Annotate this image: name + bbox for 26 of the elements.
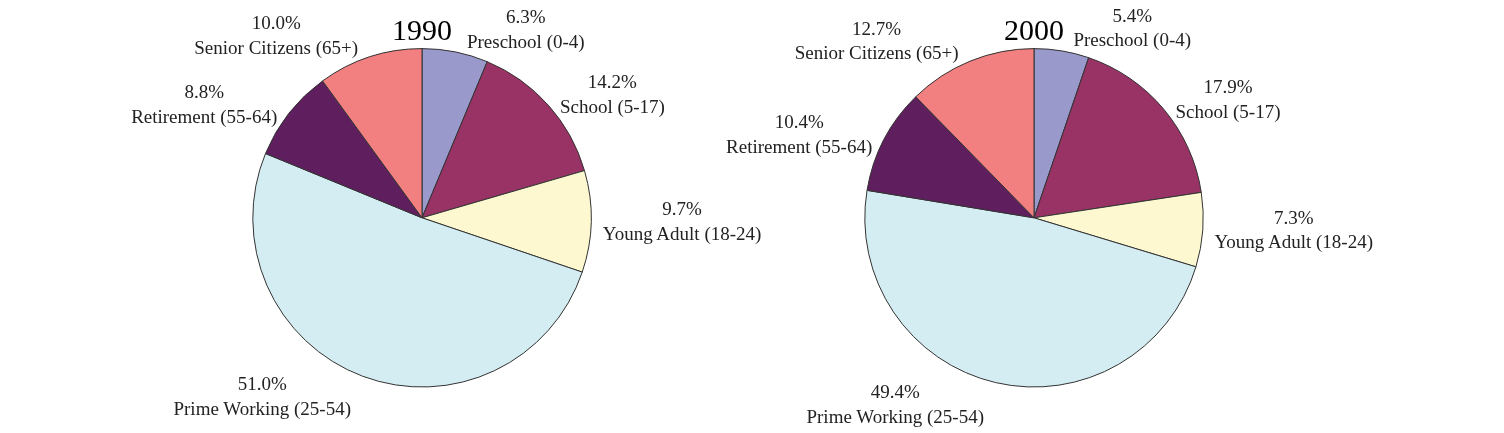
slice-label: Young Adult (18-24) [1214,231,1373,254]
slice-label: Prime Working (25-54) [806,406,984,429]
data-label: 49.4% [870,381,920,403]
slice-label: School (5-17) [1175,101,1281,124]
chart-title: 2000 [1004,13,1064,46]
data-label: 17.9% [1203,76,1253,98]
data-label: 51.0% [237,373,287,395]
slice-label: Preschool (0-4) [1073,29,1192,52]
chart-title: 1990 [392,13,452,46]
slice-label: Preschool (0-4) [466,30,585,53]
data-label: 8.8% [184,80,225,102]
data-label: 10.0% [251,12,301,34]
data-label: 7.3% [1273,206,1314,228]
slice-label: Prime Working (25-54) [173,398,352,421]
slice-label: Senior Citizens (65+) [194,37,359,60]
data-label: 14.2% [587,71,638,93]
data-label: 9.7% [662,198,703,220]
data-label: 5.4% [1112,4,1153,26]
slice-label: Young Adult (18-24) [602,222,762,245]
slice-label: Retirement (55-64) [726,136,873,159]
data-label: 6.3% [505,6,546,28]
data-label: 10.4% [774,111,824,133]
slice-label: School (5-17) [559,96,665,119]
data-label: 12.7% [852,17,902,39]
slice-label: Retirement (55-64) [131,105,278,128]
slice-label: Senior Citizens (65+) [794,42,959,65]
